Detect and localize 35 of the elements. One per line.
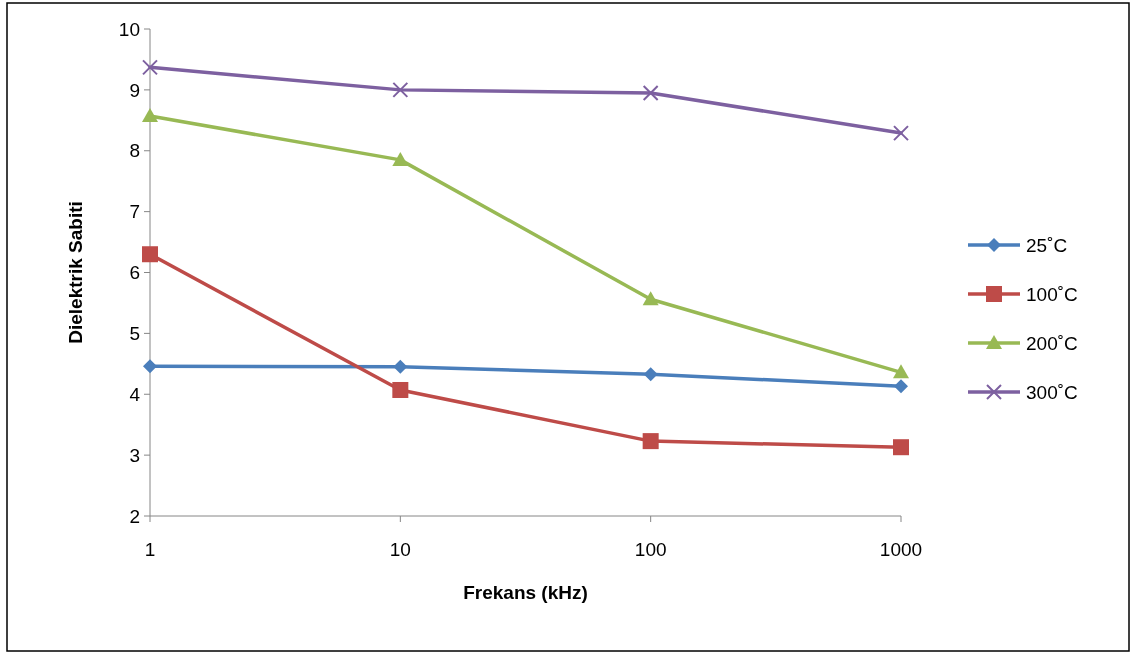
legend-label: 100˚C [1026,283,1078,305]
y-tick-label: 5 [129,323,140,345]
legend-label: 25˚C [1026,234,1068,256]
legend-label: 200˚C [1026,332,1078,354]
point [392,81,409,98]
point [893,439,909,456]
point [642,84,659,101]
y-tick-label: 4 [129,383,141,405]
x-tick-label: 1 [144,539,156,560]
y-tick-label: 8 [129,140,140,162]
y-tick-label: 10 [118,18,140,40]
y-tick-label: 3 [129,444,140,466]
legend-label: 300˚C [1026,381,1078,403]
point [142,108,158,123]
point [642,433,659,450]
point [642,291,659,306]
point [643,367,658,382]
point [894,379,908,394]
point [893,125,909,142]
point [392,151,409,166]
y-tick-label: 6 [129,262,140,284]
point [392,381,409,398]
y-tick-label: 9 [129,79,140,101]
y-tick-label: 7 [129,201,140,223]
x-tick-label: 100 [634,539,667,560]
point [393,359,408,374]
x-tick-label: 1000 [879,539,923,560]
point [143,359,157,374]
point [893,364,909,379]
point [142,246,158,263]
x-axis-title: Frekans (kHz) [463,582,588,603]
y-axis-title: Dielektrik Sabiti [65,201,86,344]
point [142,59,158,76]
y-tick-label: 2 [129,505,140,527]
x-tick-label: 10 [389,539,411,560]
